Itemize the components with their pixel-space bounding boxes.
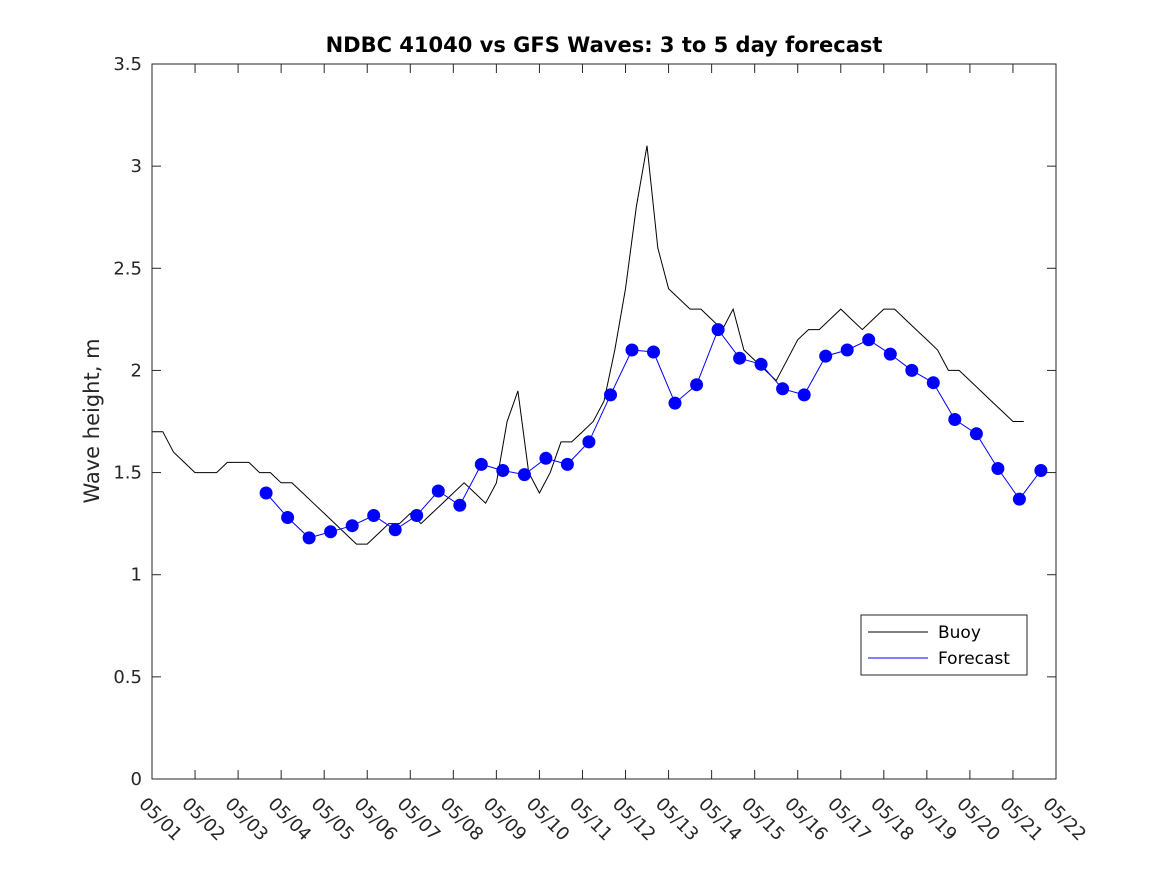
forecast-point — [324, 525, 338, 539]
y-tick-label: 1.5 — [113, 463, 142, 484]
forecast-point — [797, 388, 811, 402]
forecast-point — [668, 396, 682, 410]
axes-box — [151, 63, 1057, 780]
forecast-point — [754, 357, 768, 371]
y-tick-label: 1 — [131, 565, 142, 586]
chart-title: NDBC 41040 vs GFS Waves: 3 to 5 day fore… — [326, 33, 883, 57]
y-tick-label: 3 — [131, 156, 142, 177]
forecast-point — [259, 486, 273, 500]
forecast-point — [926, 376, 940, 390]
y-axis-label: Wave height, m — [80, 338, 104, 503]
legend-label-buoy: Buoy — [938, 623, 981, 643]
forecast-point — [1012, 492, 1026, 506]
forecast-point — [453, 498, 467, 512]
forecast-point — [604, 388, 617, 402]
forecast-point — [431, 484, 445, 498]
forecast-point — [410, 509, 424, 522]
forecast-point — [517, 468, 531, 482]
forecast-point — [496, 464, 510, 477]
y-tick-label: 0 — [131, 769, 142, 790]
forecast-point — [991, 462, 1005, 475]
forecast-point — [367, 509, 381, 522]
forecast-point — [302, 531, 316, 545]
forecast-point — [625, 343, 639, 357]
forecast-point — [647, 345, 660, 359]
forecast-point — [840, 343, 854, 357]
forecast-point — [862, 333, 876, 347]
forecast-point — [388, 523, 402, 537]
forecast-point — [733, 351, 747, 365]
forecast-point — [969, 427, 983, 441]
forecast-point — [905, 363, 919, 377]
forecast-point — [690, 378, 704, 392]
forecast-point — [474, 457, 488, 471]
legend: Buoy Forecast — [860, 614, 1028, 676]
forecast-point — [1034, 464, 1048, 477]
forecast-point — [819, 349, 833, 363]
y-tick-label: 0.5 — [113, 667, 142, 688]
series-layer — [152, 145, 1048, 545]
forecast-point — [711, 323, 725, 337]
forecast-point — [883, 347, 897, 361]
forecast-point — [948, 413, 962, 426]
forecast-point — [776, 382, 790, 396]
forecast-point — [560, 457, 574, 471]
forecast-point — [345, 519, 359, 533]
forecast-point — [281, 511, 295, 524]
y-tick-label: 2 — [131, 360, 142, 381]
forecast-point — [582, 435, 596, 449]
y-tick-label: 2.5 — [113, 258, 142, 279]
series-line-buoy — [152, 145, 1024, 545]
legend-box — [860, 614, 1028, 676]
forecast-point — [539, 451, 553, 465]
y-tick-label: 3.5 — [113, 54, 142, 75]
legend-label-forecast: Forecast — [938, 649, 1010, 669]
